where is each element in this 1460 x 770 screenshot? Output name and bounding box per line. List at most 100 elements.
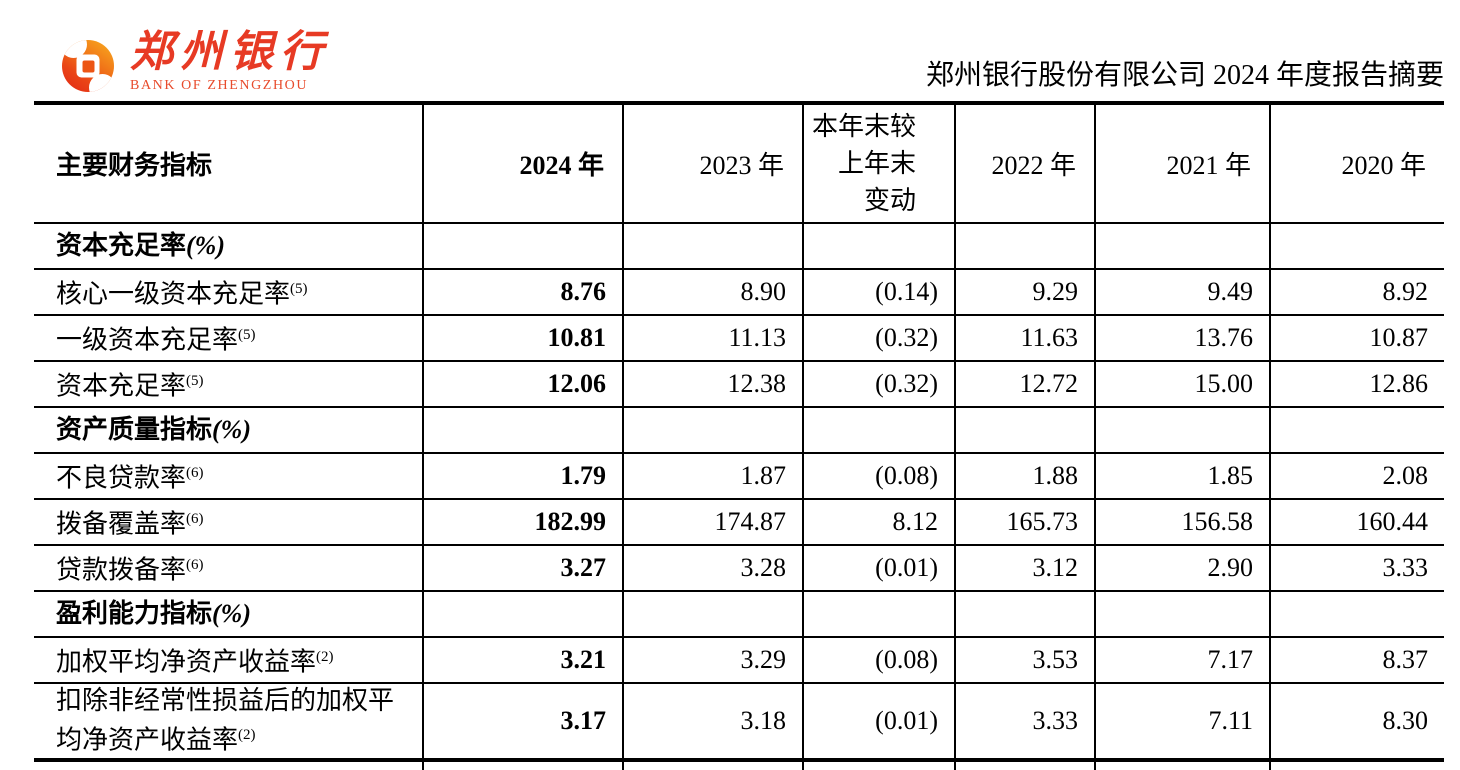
cell-y2021: 9.49 (1094, 268, 1271, 316)
cell-y2021: 156.58 (1094, 498, 1271, 546)
cell-y2023 (622, 406, 804, 454)
partial-cell (954, 757, 1096, 770)
cell-y2023 (622, 590, 804, 638)
col-header-2020: 2020 年 (1269, 105, 1444, 224)
col-header-2023: 2023 年 (622, 105, 804, 224)
row-label: 盈利能力指标(%) (34, 590, 424, 638)
partial-cell (422, 757, 624, 770)
row-label: 核心一级资本充足率(5) (34, 268, 424, 316)
bank-emblem-icon (62, 40, 114, 92)
cell-y2024: 12.06 (422, 360, 624, 408)
cell-y2024: 182.99 (422, 498, 624, 546)
cell-y2024: 1.79 (422, 452, 624, 500)
footnote-ref: (6) (186, 465, 204, 482)
col-header-change-line2: 上年末 (837, 149, 916, 178)
cell-y2022 (954, 222, 1096, 270)
cell-y2021: 7.17 (1094, 636, 1271, 684)
cell-y2022: 11.63 (954, 314, 1096, 362)
cell-y2024: 10.81 (422, 314, 624, 362)
cell-change: 8.12 (802, 498, 956, 546)
col-header-2024: 2024 年 (422, 105, 624, 224)
footnote-ref: (6) (186, 511, 204, 528)
footnote-ref: (2) (238, 727, 256, 743)
row-label: 扣除非经常性损益后的加权平均净资产收益率(2) (34, 682, 424, 761)
cell-y2022: 3.12 (954, 544, 1096, 592)
row-label: 贷款拨备率(6) (34, 544, 424, 592)
partial-cell (1269, 757, 1444, 770)
col-header-change-line3: 变动 (863, 186, 916, 215)
cell-change (802, 406, 956, 454)
partial-cell (1094, 757, 1271, 770)
col-header-2022: 2022 年 (954, 105, 1096, 224)
cell-y2021 (1094, 590, 1271, 638)
footnote-ref: (5) (238, 327, 256, 344)
table-header-row: 主要财务指标 2024 年 2023 年 本年末较 上年末 变动 2022 年 … (34, 105, 1444, 224)
cell-y2024: 3.21 (422, 636, 624, 684)
cell-y2022: 9.29 (954, 268, 1096, 316)
cell-y2022 (954, 406, 1096, 454)
cell-y2021: 7.11 (1094, 682, 1271, 761)
table-row: 核心一级资本充足率(5) 8.76 8.90 (0.14) 9.29 9.49 8.92 (34, 268, 1444, 316)
cell-change: (0.08) (802, 636, 956, 684)
section-row: 盈利能力指标(%) (34, 590, 1444, 638)
footnote-ref: (2) (316, 649, 334, 666)
cell-y2020: 160.44 (1269, 498, 1444, 546)
emblem-coin-core (82, 60, 94, 72)
cell-y2020: 10.87 (1269, 314, 1444, 362)
cell-change (802, 222, 956, 270)
cell-y2020: 8.30 (1269, 682, 1444, 761)
table-row: 不良贷款率(6) 1.79 1.87 (0.08) 1.88 1.85 2.08 (34, 452, 1444, 500)
cell-y2024 (422, 222, 624, 270)
cell-y2023: 12.38 (622, 360, 804, 408)
cell-y2021: 2.90 (1094, 544, 1271, 592)
cell-y2022: 3.53 (954, 636, 1096, 684)
partial-cell (34, 757, 424, 770)
row-label: 资本充足率(%) (34, 222, 424, 270)
row-label: 不良贷款率(6) (34, 452, 424, 500)
row-label: 资产质量指标(%) (34, 406, 424, 454)
table-row: 拨备覆盖率(6) 182.99 174.87 8.12 165.73 156.58 160.… (34, 498, 1444, 546)
table-row: 资本充足率(5) 12.06 12.38 (0.32) 12.72 15.00 12.86 (34, 360, 1444, 408)
col-header-indicator: 主要财务指标 (34, 105, 424, 224)
partial-cell (622, 757, 804, 770)
cell-y2024: 8.76 (422, 268, 624, 316)
emblem-swirl-bottom (89, 74, 114, 92)
bank-logo: 郑州银行 BANK OF ZHENGZHOU (62, 30, 330, 94)
cell-y2023: 8.90 (622, 268, 804, 316)
cell-y2021 (1094, 222, 1271, 270)
cell-y2022: 12.72 (954, 360, 1096, 408)
cell-change: (0.08) (802, 452, 956, 500)
logo-text: 郑州银行 BANK OF ZHENGZHOU (130, 30, 330, 94)
cell-y2023: 1.87 (622, 452, 804, 500)
cell-y2020: 8.37 (1269, 636, 1444, 684)
cell-y2020: 3.33 (1269, 544, 1444, 592)
cell-y2024: 3.17 (422, 682, 624, 761)
bank-name-en: BANK OF ZHENGZHOU (130, 78, 309, 93)
financial-table-body: 资本充足率(%) 核心一级资本充足率(5) 8.76 8.90 (0.14) 9.29 9.… (34, 222, 1444, 770)
bank-name-cn: 郑州银行 (130, 29, 330, 76)
cell-y2024 (422, 590, 624, 638)
cell-y2023: 3.18 (622, 682, 804, 761)
cell-y2021 (1094, 406, 1271, 454)
cell-y2021: 1.85 (1094, 452, 1271, 500)
footnote-ref: (6) (186, 557, 204, 574)
table-row: 一级资本充足率(5) 10.81 11.13 (0.32) 11.63 13.76 10.8… (34, 314, 1444, 362)
cell-change: (0.01) (802, 682, 956, 761)
cell-change: (0.14) (802, 268, 956, 316)
table-row: 扣除非经常性损益后的加权平均净资产收益率(2) 3.17 3.18 (0.01) 3.3… (34, 682, 1444, 761)
cell-change: (0.32) (802, 314, 956, 362)
partial-next-row (34, 757, 1444, 770)
table-row: 加权平均净资产收益率(2) 3.21 3.29 (0.08) 3.53 7.17 8.37 (34, 636, 1444, 684)
cell-y2020: 2.08 (1269, 452, 1444, 500)
cell-y2024 (422, 406, 624, 454)
cell-y2023: 3.29 (622, 636, 804, 684)
table-row: 贷款拨备率(6) 3.27 3.28 (0.01) 3.12 2.90 3.33 (34, 544, 1444, 592)
cell-change: (0.32) (802, 360, 956, 408)
col-header-2021: 2021 年 (1094, 105, 1271, 224)
cell-y2020 (1269, 406, 1444, 454)
cell-y2021: 13.76 (1094, 314, 1271, 362)
cell-change (802, 590, 956, 638)
col-header-change: 本年末较 上年末 变动 (802, 105, 956, 224)
cell-y2020: 12.86 (1269, 360, 1444, 408)
cell-y2024: 3.27 (422, 544, 624, 592)
